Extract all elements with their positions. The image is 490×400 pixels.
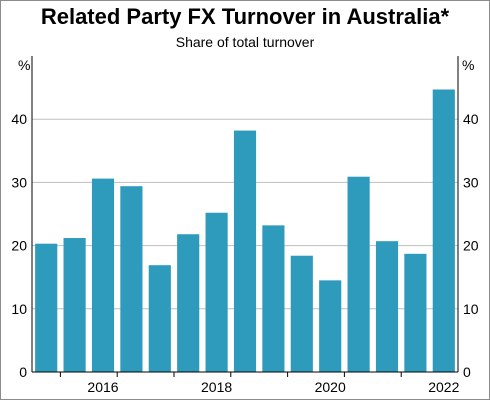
bar (347, 176, 370, 372)
bar (63, 238, 86, 372)
y-tick-label-right: 20 (463, 238, 479, 254)
bar (120, 186, 143, 372)
y-tick-label-left: 10 (11, 301, 27, 317)
y-tick-label-right: 40 (463, 111, 479, 127)
x-tick-label: 2016 (87, 379, 118, 395)
chart-subtitle: Share of total turnover (175, 34, 315, 50)
bar (319, 280, 342, 372)
y-tick-label-right: 0 (463, 364, 471, 380)
axes (31, 56, 459, 377)
y-tick-label-left: 20 (11, 238, 27, 254)
y-tick-label-right: 10 (463, 301, 479, 317)
y-tick-label-left: 0 (19, 364, 27, 380)
y-tick-label-left: 40 (11, 111, 27, 127)
bar (148, 265, 171, 372)
y-tick-label-left: 30 (11, 174, 27, 190)
y-axis-unit-right: % (462, 57, 474, 73)
bar (91, 178, 115, 372)
bars (35, 89, 455, 372)
x-tick-label: 2020 (315, 379, 346, 395)
bar (205, 212, 228, 372)
bar (35, 243, 58, 372)
x-tick-label: 2018 (201, 379, 232, 395)
chart-title: Related Party FX Turnover in Australia* (40, 4, 450, 29)
y-tick-label-right: 30 (463, 174, 479, 190)
bar (432, 89, 455, 372)
x-tick-label: 2022 (428, 379, 459, 395)
bar (290, 255, 313, 372)
bar (404, 253, 427, 372)
bar (233, 130, 257, 372)
bar (375, 241, 399, 372)
y-axis-unit-left: % (18, 57, 30, 73)
bar (262, 225, 285, 372)
bar (177, 234, 200, 372)
